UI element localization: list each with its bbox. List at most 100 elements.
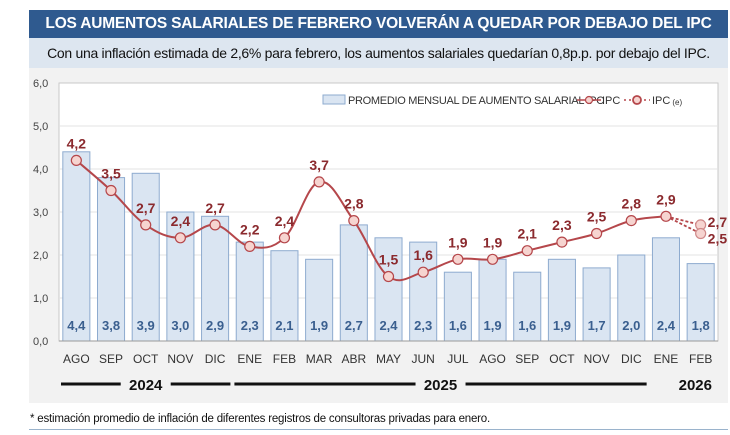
ipc-value-label: 2,3 xyxy=(552,217,572,233)
ipc-estimate-line xyxy=(665,215,701,226)
bar-value-label: 2,4 xyxy=(657,318,676,333)
bar-value-label: 2,1 xyxy=(275,318,293,333)
bar xyxy=(547,258,576,342)
x-tick-label: FEB xyxy=(689,352,712,366)
ipc-value-label: 1,9 xyxy=(448,234,468,250)
bar-value-label: 2,4 xyxy=(379,318,398,333)
y-tick-label: 1,0 xyxy=(33,293,48,305)
ipc-marker xyxy=(625,215,637,227)
ipc-marker xyxy=(521,245,533,257)
ipc-value-label: 2,8 xyxy=(344,196,364,212)
ipc-value-label: 3,5 xyxy=(101,166,121,182)
ipc-marker xyxy=(244,240,256,252)
year-label: 2025 xyxy=(424,377,457,394)
bar xyxy=(201,215,230,342)
bar xyxy=(513,271,542,342)
ipc-marker xyxy=(348,215,360,227)
y-tick-label: 2,0 xyxy=(33,250,48,262)
legend-ipc-est-label: IPC (e) xyxy=(652,95,682,107)
x-tick-label: NOV xyxy=(584,352,610,366)
ipc-marker xyxy=(278,232,291,244)
ipc-marker xyxy=(209,219,221,231)
ipc-marker xyxy=(174,232,186,244)
ipc-marker xyxy=(591,227,603,240)
ipc-estimate-line xyxy=(665,215,702,235)
ipc-value-label: 2,7 xyxy=(205,200,225,216)
x-tick-label: AGO xyxy=(63,352,90,366)
ipc-line-series xyxy=(70,154,707,283)
bar-value-label: 1,9 xyxy=(310,318,328,333)
ipc-value-label: 1,5 xyxy=(379,252,399,268)
ipc-marker xyxy=(382,270,395,283)
legend-ipc-est-label-main: IPC xyxy=(652,95,670,107)
bar-value-label: 1,9 xyxy=(553,318,571,333)
y-tick-label: 4,0 xyxy=(33,164,48,176)
y-tick-label: 0,0 xyxy=(33,336,48,348)
bar-series xyxy=(62,151,715,342)
x-tick-label: SEP xyxy=(515,352,539,366)
bar xyxy=(409,241,438,342)
bar xyxy=(131,172,160,342)
ipc-value-label: 2,4 xyxy=(275,213,295,229)
x-tick-label: NOV xyxy=(167,352,193,366)
ipc-marker xyxy=(105,184,117,197)
legend: PROMEDIO MENSUAL DE AUMENTO SALARIAL IPC… xyxy=(322,94,682,107)
year-label: 2024 xyxy=(129,377,163,394)
ipc-marker xyxy=(70,154,82,166)
y-tick-label: 5,0 xyxy=(33,121,48,133)
ipc-estimate-marker xyxy=(695,227,707,240)
legend-ipc-est-label-suffix: (e) xyxy=(672,98,682,107)
bar-value-label: 2,7 xyxy=(345,318,363,333)
ipc-value-label: 2,2 xyxy=(240,221,260,237)
ipc-value-label: 1,9 xyxy=(483,234,503,250)
ipc-marker xyxy=(313,176,325,188)
ipc-value-label: 2,5 xyxy=(587,209,607,225)
bar-value-label: 2,3 xyxy=(414,318,432,333)
x-tick-label: MAR xyxy=(306,352,333,366)
bar xyxy=(270,250,299,342)
ipc-value-label: 2,4 xyxy=(171,213,191,229)
bar xyxy=(686,263,715,342)
ipc-marker xyxy=(140,219,152,231)
y-tick-label: 6,0 xyxy=(33,78,48,90)
x-tick-label: DIC xyxy=(621,352,642,366)
ipc-marker xyxy=(556,236,568,248)
x-tick-label: MAY xyxy=(376,352,401,366)
bar xyxy=(235,241,264,342)
ipc-value-label: 4,2 xyxy=(67,135,87,151)
x-tick-label: ABR xyxy=(341,352,366,366)
y-axis: 0,0 1,0 2,0 3,0 4,0 5,0 6,0 xyxy=(33,78,48,348)
x-tick-label: OCT xyxy=(549,352,575,366)
x-tick-label: JUL xyxy=(447,352,469,366)
bar-value-label: 2,9 xyxy=(206,318,224,333)
x-tick-label: AGO xyxy=(479,352,506,366)
bar-value-label: 1,6 xyxy=(518,318,536,333)
bar xyxy=(62,151,91,342)
bar-value-label: 1,6 xyxy=(449,318,467,333)
x-tick-label: SEP xyxy=(99,352,123,366)
legend-ipc-label: IPC xyxy=(602,95,620,107)
bar xyxy=(582,267,611,342)
ipc-value-label: 2,7 xyxy=(136,200,156,216)
bar-value-label: 1,7 xyxy=(588,318,606,333)
ipc-labels: 4,2 3,5 2,7 2,4 2,7 2,2 2,4 3,7 2,8 1,5 1,6 1,9 1,9 2… xyxy=(67,135,728,267)
ipc-value-label: 2,1 xyxy=(518,226,538,242)
bar-value-label: 3,0 xyxy=(171,318,189,333)
bar-labels: 4,4 3,8 3,9 3,0 2,9 2,3 2,1 1,9 2,7 2,4 2,3 1,6 1,9 1… xyxy=(67,318,709,333)
ipc-marker xyxy=(417,266,429,278)
legend-ipc-swatch-marker xyxy=(584,95,594,105)
bar-value-label: 1,9 xyxy=(484,318,502,333)
ipc-marker xyxy=(660,210,672,222)
ipc-value-label: 3,7 xyxy=(309,157,329,173)
legend-bar-label: PROMEDIO MENSUAL DE AUMENTO SALARIAL IPC xyxy=(348,95,604,107)
ipc-value-label: 2,8 xyxy=(622,196,642,212)
footnote: * estimación promedio de inflación de di… xyxy=(30,413,490,425)
x-tick-label: ENE xyxy=(654,352,679,366)
ipc-marker xyxy=(486,253,499,265)
bar-value-label: 1,8 xyxy=(692,318,710,333)
bar-value-label: 3,8 xyxy=(102,318,120,333)
chart-subtitle: Con una inflación estimada de 2,6% para … xyxy=(29,38,728,68)
ipc-estimate-label: 2,7 xyxy=(708,214,728,230)
x-tick-label: DIC xyxy=(205,352,226,366)
